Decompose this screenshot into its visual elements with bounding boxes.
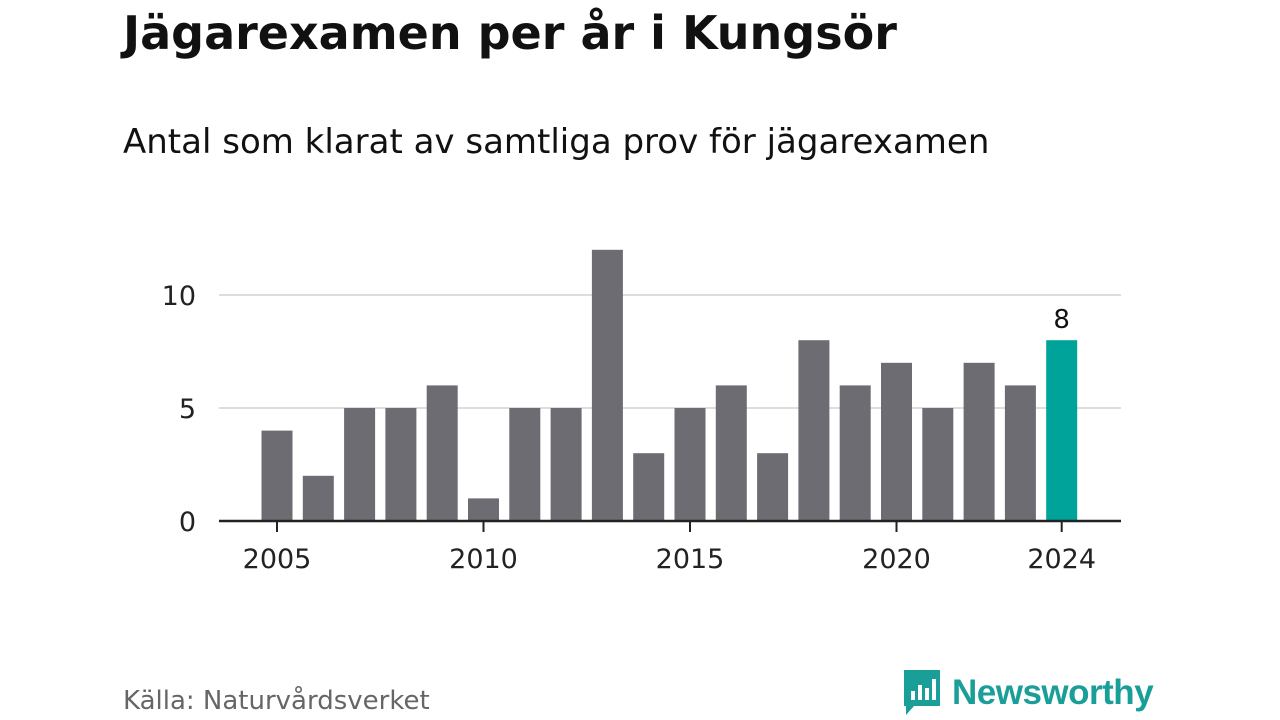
bar [344,408,376,521]
chart-title: Jägarexamen per år i Kungsör [123,6,897,60]
bar [302,475,334,521]
newsworthy-logo-icon [904,670,940,715]
x-tick-label: 2015 [656,544,725,575]
bar-chart: 0 5 10 8 2005 2010 2015 2020 2024 [162,249,1121,575]
x-tick-label: 2024 [1027,544,1096,575]
bar [1004,385,1036,521]
chart-subtitle: Antal som klarat av samtliga prov för jä… [123,122,990,162]
bar [550,408,582,521]
x-tick-label: 2010 [449,544,518,575]
brand-logo: Newsworthy [902,668,1154,718]
bar [963,362,995,521]
bar [385,408,417,521]
x-tick-label: 2020 [862,544,931,575]
bar [839,385,871,521]
brand-name: Newsworthy [952,673,1154,712]
bar [922,408,954,521]
bar [633,453,665,521]
data-label: 8 [1053,305,1070,335]
y-tick-label: 10 [162,281,196,312]
bar [881,362,912,521]
bar [798,340,830,521]
bar-highlight [1046,340,1078,521]
y-tick-label: 0 [179,507,196,538]
bar [715,385,747,521]
bar [509,408,541,521]
bar [674,408,706,521]
x-tick-label: 2005 [243,544,312,575]
y-tick-label: 5 [179,394,196,425]
source-note: Källa: Naturvårdsverket [123,686,430,716]
bar [261,430,293,521]
bar [426,385,458,521]
bar [757,453,789,521]
bar [468,498,499,521]
bar [591,249,623,522]
